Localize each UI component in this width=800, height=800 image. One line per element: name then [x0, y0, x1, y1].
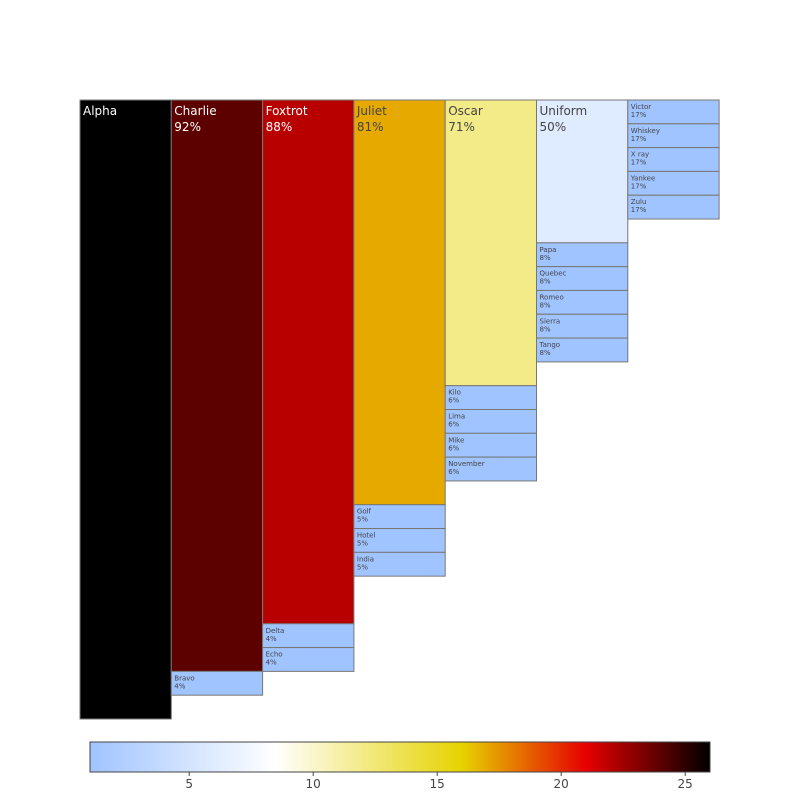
- tile-label-alpha: Alpha: [83, 104, 117, 118]
- tile-percent-bravo: 4%: [174, 682, 185, 690]
- tile-rect-india: [353, 551, 446, 577]
- tile-percent-xray: 17%: [631, 159, 647, 167]
- tile-rect-alpha: [79, 99, 172, 720]
- tile-rect-echo: [262, 647, 355, 672]
- tile-label-november: November: [448, 460, 485, 468]
- tile-percent-india: 5%: [357, 563, 368, 571]
- tile-charlie[interactable]: Charlie 92%: [170, 99, 264, 672]
- tile-label-foxtrot: Foxtrot: [266, 104, 308, 118]
- tile-label-charlie: Charlie: [174, 104, 216, 118]
- tile-percent-victor: 17%: [631, 111, 647, 119]
- tile-alpha[interactable]: Alpha: [79, 99, 172, 720]
- tile-label-delta: Delta: [266, 627, 285, 635]
- tile-rect-uniform: [536, 99, 629, 244]
- tile-percent-juliet: 81%: [357, 120, 384, 134]
- tile-foxtrot[interactable]: Foxtrot 88%: [262, 99, 355, 625]
- tile-label-yankee: Yankee: [630, 174, 655, 182]
- tile-label-bravo: Bravo: [174, 674, 194, 682]
- colorbar-tick-label: 15: [430, 777, 445, 791]
- tile-label-romeo: Romeo: [540, 293, 564, 301]
- tile-label-quebec: Quebec: [540, 270, 567, 278]
- tile-uniform[interactable]: Uniform 50%: [536, 99, 629, 244]
- tile-rect-zulu: [627, 194, 720, 220]
- colorbar-tick-label: 20: [554, 777, 569, 791]
- tile-percent-papa: 8%: [540, 254, 551, 262]
- tile-label-golf: Golf: [357, 508, 372, 516]
- tile-percent-romeo: 8%: [540, 301, 551, 309]
- tile-label-xray: X ray: [631, 151, 649, 159]
- tile-label-india: India: [357, 555, 374, 563]
- tile-percent-quebec: 8%: [540, 278, 551, 286]
- tile-rect-oscar: [444, 99, 538, 387]
- tile-label-zulu: Zulu: [631, 198, 647, 206]
- tile-percent-oscar: 71%: [448, 120, 475, 134]
- tile-percent-yankee: 17%: [631, 182, 647, 190]
- tile-juliet[interactable]: Juliet 81%: [353, 99, 446, 506]
- tile-label-whiskey: Whiskey: [631, 127, 660, 135]
- tile-label-kilo: Kilo: [448, 389, 461, 397]
- tile-percent-foxtrot: 88%: [266, 120, 293, 134]
- tile-label-oscar: Oscar: [448, 104, 483, 118]
- tile-rect-foxtrot: [262, 99, 355, 625]
- tile-rect-juliet: [353, 99, 446, 506]
- tile-percent-whiskey: 17%: [631, 135, 647, 143]
- tile-label-echo: Echo: [266, 651, 283, 659]
- colorbar-gradient: [89, 741, 711, 773]
- tile-percent-delta: 4%: [266, 635, 277, 643]
- tile-label-lima: Lima: [448, 413, 465, 421]
- tile-percent-golf: 5%: [357, 516, 368, 524]
- tile-label-mike: Mike: [448, 436, 464, 444]
- tile-percent-charlie: 92%: [174, 120, 201, 134]
- colorbar-tick-label: 5: [185, 777, 193, 791]
- tile-label-juliet: Juliet: [356, 104, 387, 118]
- tile-percent-echo: 4%: [266, 659, 277, 667]
- colorbar: 5 10 15 20 25: [89, 741, 711, 791]
- tile-rect-bravo: [170, 670, 264, 696]
- tile-percent-tango: 8%: [540, 349, 551, 357]
- tile-rect-november: [444, 456, 538, 482]
- tile-label-uniform: Uniform: [540, 104, 588, 118]
- tile-label-victor: Victor: [631, 103, 651, 111]
- tile-percent-mike: 6%: [448, 444, 459, 452]
- tile-rect-charlie: [170, 99, 264, 672]
- tile-percent-hotel: 5%: [357, 540, 368, 548]
- tile-percent-uniform: 50%: [540, 120, 567, 134]
- colorbar-tick-label: 25: [678, 777, 693, 791]
- icicle-tiles: Alpha Charlie 92% Foxtrot 88% Juliet 81% Oscar 7…: [79, 99, 720, 720]
- colorbar-ticks: 5 10 15 20 25: [185, 772, 693, 791]
- tile-percent-lima: 6%: [448, 421, 459, 429]
- tile-label-sierra: Sierra: [540, 317, 561, 325]
- tile-percent-kilo: 6%: [448, 397, 459, 405]
- tile-oscar[interactable]: Oscar 71%: [444, 99, 538, 387]
- tile-label-tango: Tango: [539, 341, 561, 349]
- tile-rect-tango: [536, 337, 629, 363]
- colorbar-tick-label: 10: [306, 777, 321, 791]
- tile-percent-zulu: 17%: [631, 206, 647, 214]
- tile-percent-november: 6%: [448, 468, 459, 476]
- tile-label-papa: Papa: [540, 246, 557, 254]
- tile-label-hotel: Hotel: [357, 532, 376, 540]
- tile-percent-sierra: 8%: [540, 325, 551, 333]
